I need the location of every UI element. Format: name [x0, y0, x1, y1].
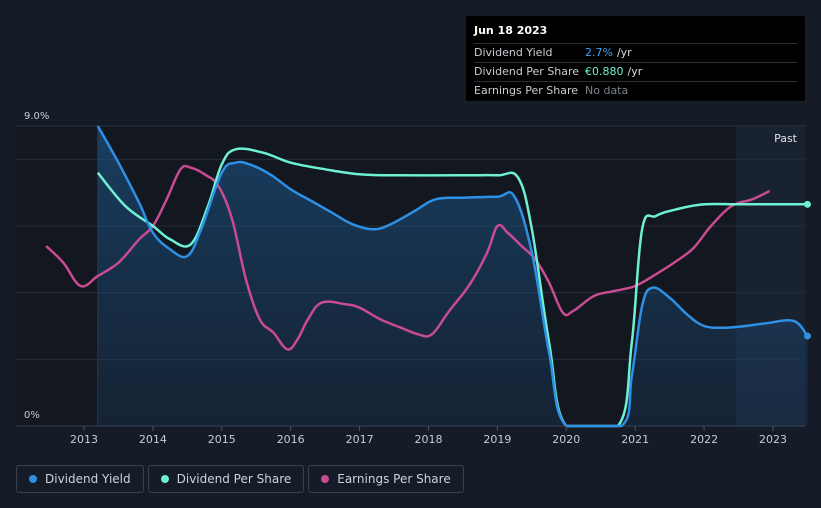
dividend-yield-line	[96, 125, 809, 428]
x-tick-label: 2020	[552, 433, 580, 446]
legend-dot-icon	[160, 475, 169, 483]
legend-item-dividend-per-share[interactable]: Dividend Per Share	[147, 465, 305, 493]
tooltip-suffix: /yr	[616, 46, 632, 59]
legend-dot-icon	[29, 475, 37, 483]
tooltip-label: Dividend Per Share	[474, 65, 580, 78]
legend: Dividend Yield Dividend Per Share Earnin…	[16, 465, 464, 493]
tooltip-row-earnings-per-share: Earnings Per Share No data	[474, 81, 797, 100]
x-tick-label: 2023	[759, 433, 787, 446]
x-tick-label: 2022	[690, 433, 718, 446]
x-tick-label: 2021	[621, 433, 649, 446]
tooltip-suffix: /yr	[627, 65, 643, 78]
tooltip-value: No data	[585, 84, 629, 97]
tooltip-label: Earnings Per Share	[474, 84, 579, 97]
legend-item-dividend-yield[interactable]: Dividend Yield	[16, 465, 144, 493]
y-tick-bottom: 0%	[24, 410, 40, 421]
legend-item-earnings-per-share[interactable]: Earnings Per Share	[308, 465, 464, 493]
dividend-per-share-line	[96, 147, 808, 428]
x-tick-label: 2013	[70, 433, 98, 446]
legend-label: Dividend Yield	[45, 472, 131, 486]
legend-label: Earnings Per Share	[337, 472, 451, 486]
x-tick-label: 2019	[483, 433, 511, 446]
tooltip-row-dividend-yield: Dividend Yield 2.7% /yr	[474, 43, 797, 62]
tooltip: Jun 18 2023 Dividend Yield 2.7% /yr Divi…	[466, 16, 805, 101]
tooltip-date: Jun 18 2023	[474, 24, 548, 37]
legend-dot-icon	[321, 475, 330, 483]
earnings-per-share-line	[45, 164, 771, 351]
tooltip-label: Dividend Yield	[474, 46, 553, 59]
tooltip-value: €0.880	[585, 65, 624, 78]
legend-label: Dividend Per Share	[176, 472, 292, 486]
dividend-yield-endpoint	[803, 332, 811, 340]
dividend-yield-area	[97, 126, 808, 426]
x-tick-label: 2014	[139, 433, 167, 446]
x-tick-label: 2017	[346, 433, 374, 446]
x-tick-label: 2015	[208, 433, 236, 446]
x-tick-label: 2016	[277, 433, 305, 446]
past-label: Past	[774, 132, 798, 145]
y-tick-top: 9.0%	[24, 111, 49, 122]
x-tick-label: 2018	[415, 433, 443, 446]
dividend-per-share-endpoint	[803, 200, 811, 208]
x-axis-ticks: 2013 2014 2015 2016 2017 2018 2019 2020 2021 2022…	[70, 426, 787, 446]
tooltip-row-dividend-per-share: Dividend Per Share €0.880 /yr	[474, 62, 797, 81]
tooltip-value: 2.7%	[585, 46, 613, 59]
